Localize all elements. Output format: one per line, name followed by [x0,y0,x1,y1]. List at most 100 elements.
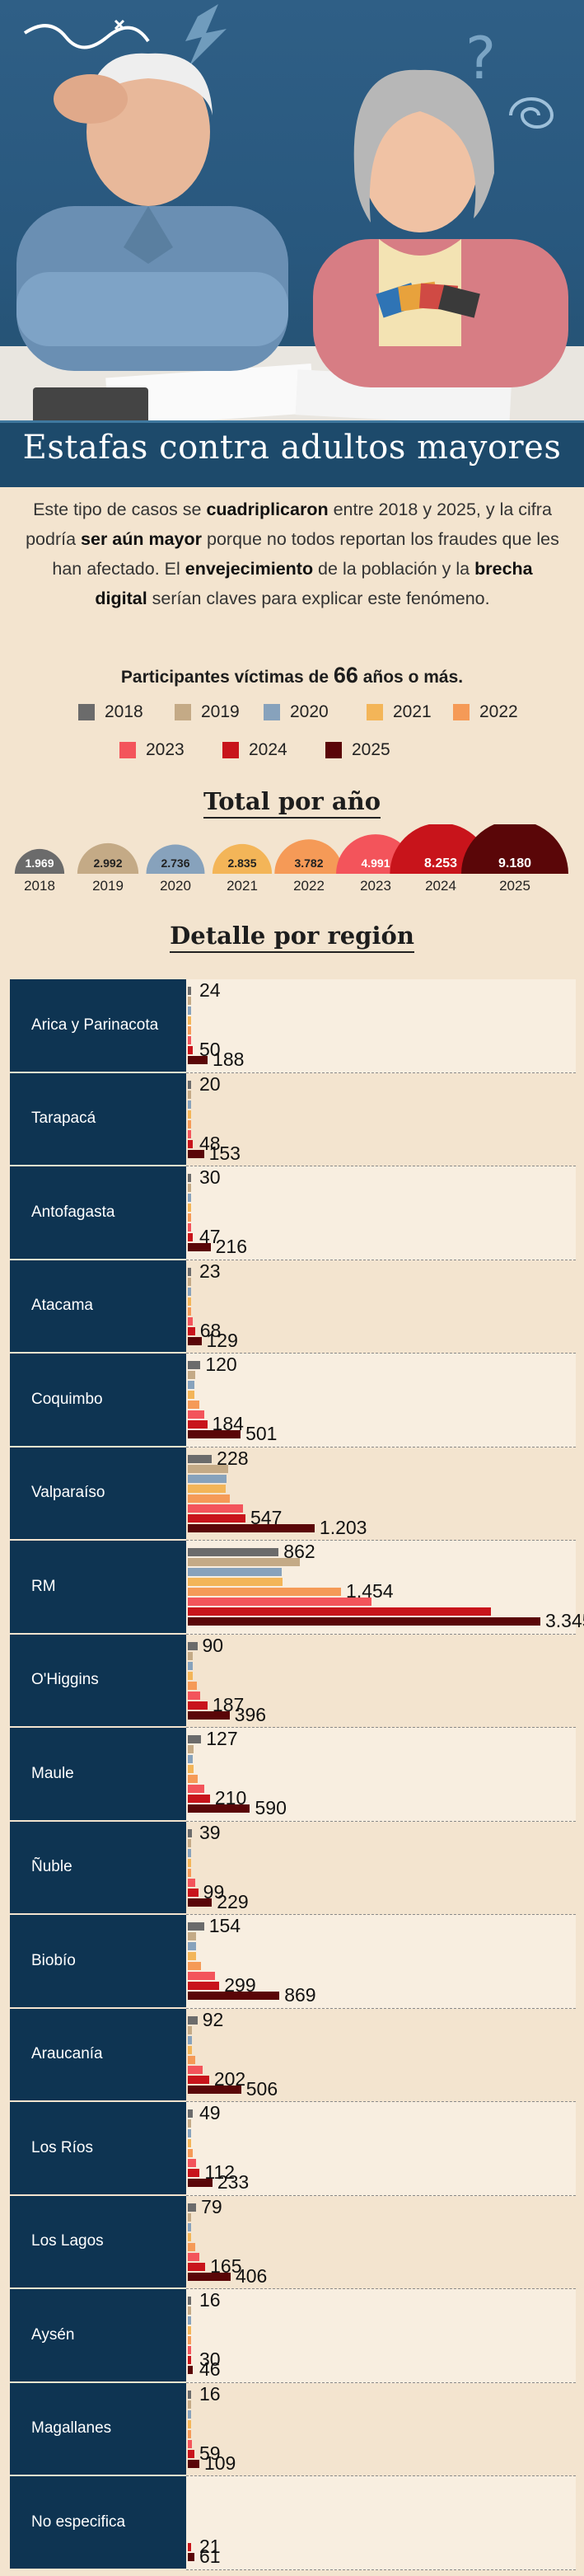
bar-2021 [188,1671,194,1680]
region-row [186,1821,576,1915]
bar-2024 [188,2169,200,2177]
bar-2025 [188,2085,241,2094]
legend-item-2021: 2021 [367,702,432,722]
bar-2019 [188,1371,195,1379]
region-label: Tarapacá [10,1072,186,1165]
bar-value-label: 3.345 [545,1610,584,1631]
bar-2020 [188,1381,194,1389]
bar-2021 [188,2326,191,2334]
region-row [186,1260,576,1354]
region-row [186,1634,576,1728]
bar-2023 [188,2346,191,2354]
bar-2023 [188,1036,191,1044]
bar-2021 [188,1204,191,1212]
bar-2022 [188,1775,198,1783]
page-title: Estafas contra adultos mayores [22,429,562,467]
intro-paragraph: Este tipo de casos se cuadriplicaron ent… [26,500,559,608]
bar-value-label: 506 [245,2077,278,2100]
legend-item-2018: 2018 [78,702,143,722]
legend-swatch [119,742,136,758]
bar-value-label: 30 [199,1166,221,1188]
bar-2024 [188,1888,199,1897]
region-label: Ñuble [10,1821,186,1913]
region-label: Coquimbo [10,1354,186,1446]
total-bar-2021 [212,843,273,874]
bar-2025 [188,2459,199,2468]
legend-swatch [325,742,342,758]
bar-2021 [188,1484,227,1493]
bar-2022 [188,1962,201,1970]
bar-2018 [188,1641,198,1650]
bar-2020 [188,1942,196,1950]
total-year-label: 2025 [499,878,530,894]
region-row [186,1166,576,1260]
bar-2025 [188,2366,193,2374]
legend-swatch [453,704,470,720]
hero-illustration: ? [0,0,584,433]
bar-2024 [188,1795,210,1803]
bar-2021 [188,1391,195,1399]
legend-label: 2018 [105,702,143,721]
bar-value-label: 129 [206,1329,238,1351]
region-label: Atacama [10,1260,186,1352]
bar-2024 [188,2262,206,2271]
bar-2019 [188,1651,194,1660]
bar-2025 [188,1617,540,1626]
total-bar-2022 [274,839,343,874]
bar-value-label: 109 [203,2452,236,2474]
bar-2023 [188,1410,205,1419]
bar-value-label: 188 [213,1049,245,1070]
bar-2022 [188,1681,197,1690]
bar-value-label: 59 [199,2442,221,2464]
region-label: Los Lagos [10,2195,186,2287]
bar-2021 [188,1578,283,1586]
total-bar-2020 [146,844,205,874]
totals-chart: 1.969 2.992 2.736 2.835 3.782 4.991 8.253 9.180 [14,824,568,874]
bar-2023 [188,1223,192,1232]
region-label: Magallanes [10,2382,186,2475]
bar-2025 [188,2272,231,2281]
bar-2023 [188,1785,205,1793]
legend-item-2023: 2023 [119,740,185,760]
bar-2023 [188,1129,191,1138]
bar-2018 [188,1267,191,1276]
legend-item-2025: 2025 [325,740,390,760]
bar-2023 [188,1972,216,1980]
bar-2023 [188,1598,371,1606]
bar-2025 [188,1898,213,1907]
bar-2018 [188,1080,191,1089]
bar-value-label: 92 [202,2008,224,2030]
legend-label: 2023 [146,740,185,759]
bar-value-label: 24 [199,979,221,1001]
total-value-label: 1.969 [25,856,54,870]
bar-2019 [188,2306,191,2315]
total-year-label: 2020 [160,878,191,894]
bar-2018 [188,2203,197,2212]
bar-2018 [188,1361,201,1369]
bar-2019 [188,2212,191,2222]
bar-2021 [188,1297,191,1306]
bar-value-label: 501 [245,1423,278,1444]
bar-value-label: 216 [215,1236,247,1257]
region-row [186,1354,576,1448]
bar-2024 [188,1982,220,1990]
region-label: No especifica [10,2476,186,2569]
bar-value-label: 869 [284,1984,316,2006]
bar-2018 [188,1454,213,1463]
total-value-label: 2.835 [227,856,256,870]
bar-2022 [188,1868,192,1877]
region-label: Valparaíso [10,1447,186,1539]
legend-label: 2021 [393,702,432,721]
bar-2025 [188,1430,241,1438]
bar-2021 [188,1765,194,1773]
legend-swatch [78,704,95,720]
bar-2021 [188,2232,191,2241]
svg-text:?: ? [465,25,496,92]
total-bar-2018 [14,848,65,874]
bar-2019 [188,1558,300,1566]
total-year-label: 2018 [24,878,55,894]
bar-2025 [188,1056,208,1064]
bar-2018 [188,2109,194,2118]
bar-2023 [188,2065,203,2074]
bar-2024 [188,1513,245,1523]
